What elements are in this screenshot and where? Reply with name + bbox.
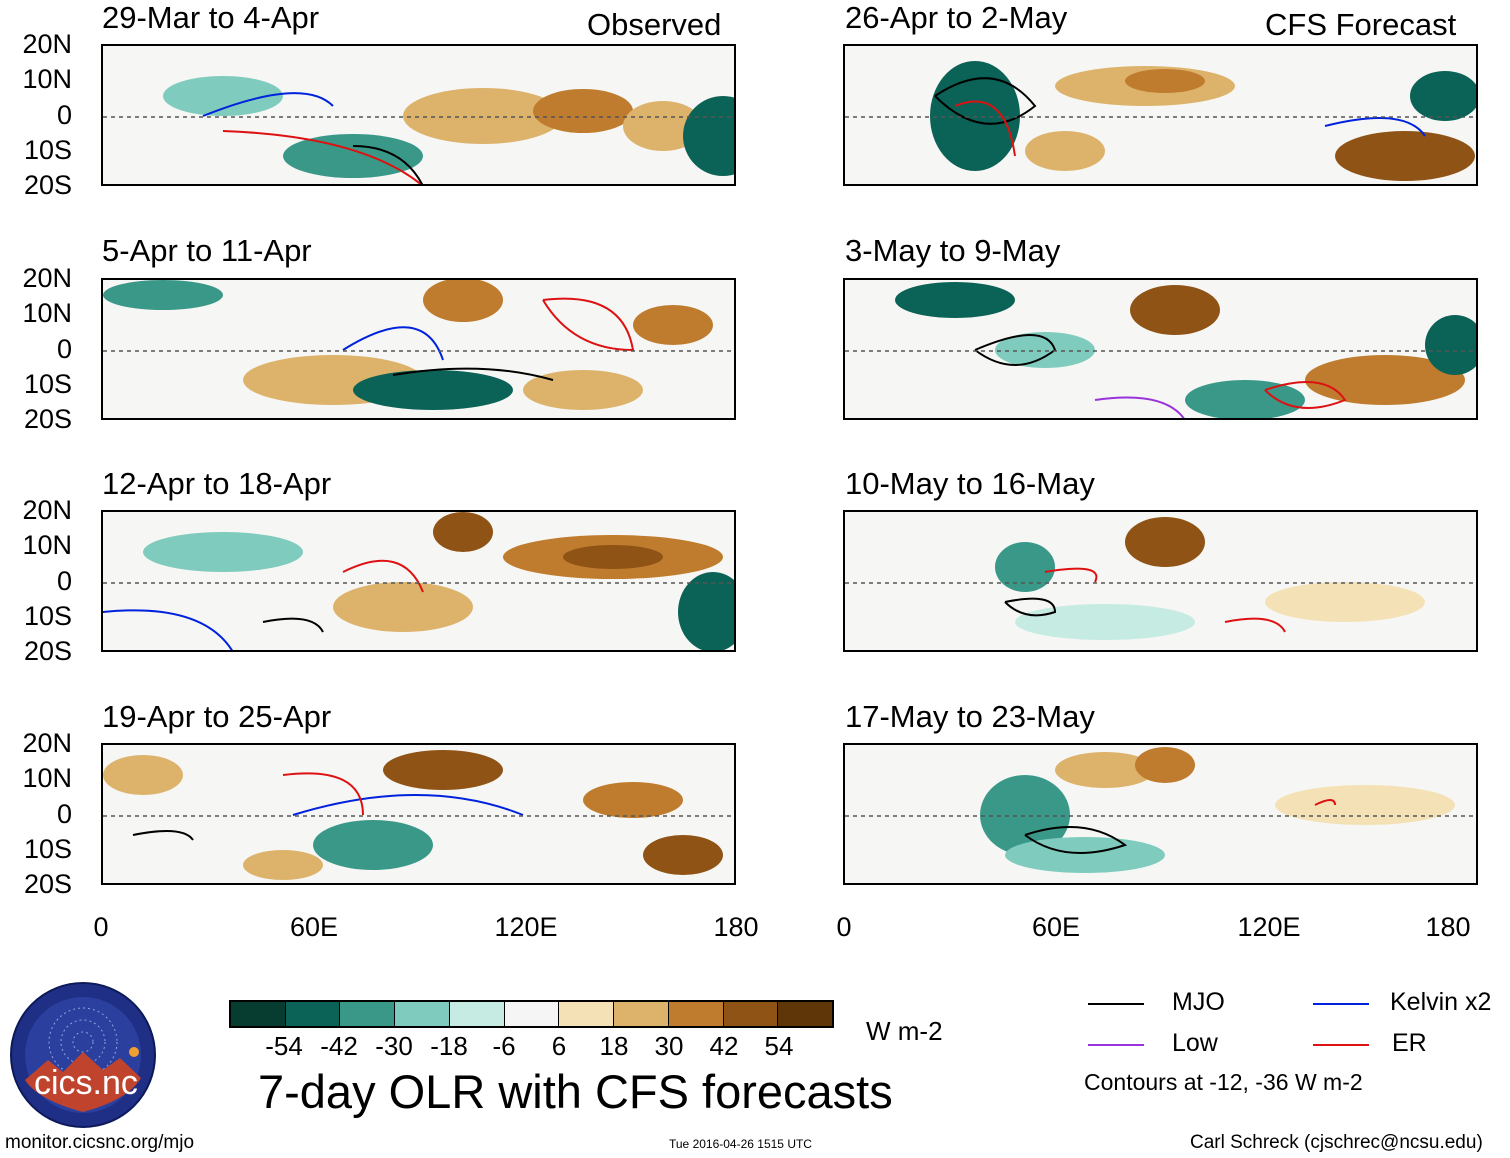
colorbar-swatch-3 bbox=[340, 1002, 396, 1026]
forecast-panel-3-title: 10-May to 16-May bbox=[845, 466, 1095, 501]
lon-label-120e-right: 120E bbox=[1237, 912, 1301, 942]
lon-label-120e-left: 120E bbox=[494, 912, 558, 942]
lat-label-10n: 10N bbox=[22, 298, 72, 328]
main-title: 7-day OLR with CFS forecasts bbox=[258, 1065, 893, 1118]
forecast-panel-2-title: 3-May to 9-May bbox=[845, 233, 1061, 268]
legend-er-label: ER bbox=[1392, 1029, 1427, 1057]
colorbar-units: W m-2 bbox=[866, 1016, 943, 1046]
lon-label-60e-left: 60E bbox=[289, 912, 339, 942]
colorbar-swatch-7 bbox=[559, 1002, 615, 1026]
lat-label-10n: 10N bbox=[22, 530, 72, 560]
legend-kelvin-line bbox=[1313, 1003, 1369, 1005]
forecast-map-4 bbox=[843, 743, 1478, 885]
observed-panel-2-title: 5-Apr to 11-Apr bbox=[102, 233, 312, 268]
lat-label-0: 0 bbox=[56, 100, 72, 130]
colorbar-label-3: -30 bbox=[375, 1031, 413, 1061]
colorbar-label-5: -6 bbox=[492, 1031, 516, 1061]
forecast-map-3-field bbox=[845, 517, 1476, 640]
colorbar-label-1: -54 bbox=[265, 1031, 303, 1061]
colorbar-swatch-9 bbox=[668, 1002, 724, 1026]
legend-kelvin-label: Kelvin x2 bbox=[1390, 988, 1492, 1016]
colorbar-swatch-6 bbox=[504, 1002, 560, 1026]
colorbar-swatch-1 bbox=[231, 1002, 286, 1026]
colorbar-label-8: 30 bbox=[654, 1031, 684, 1061]
observed-map-2 bbox=[101, 278, 736, 420]
colorbar-label-9: 42 bbox=[709, 1031, 739, 1061]
footer-author: Carl Schreck (cjschrec@ncsu.edu) bbox=[1190, 1132, 1483, 1153]
lat-label-0: 0 bbox=[56, 566, 72, 596]
legend-low-line bbox=[1088, 1044, 1144, 1046]
lon-label-60e-right: 60E bbox=[1031, 912, 1081, 942]
colorbar bbox=[229, 1000, 834, 1028]
forecast-panel-4-title: 17-May to 23-May bbox=[845, 699, 1095, 734]
observed-map-3-field bbox=[103, 512, 734, 650]
lat-label-20n: 20N bbox=[22, 495, 72, 525]
lon-label-0-right: 0 bbox=[836, 912, 852, 942]
observed-map-4 bbox=[101, 743, 736, 885]
observed-panel-1-title: 29-Mar to 4-Apr bbox=[102, 0, 320, 35]
lat-label-20n: 20N bbox=[22, 29, 72, 59]
footer-url: monitor.cicsnc.org/mjo bbox=[5, 1132, 195, 1153]
forecast-header: CFS Forecast bbox=[1265, 7, 1457, 42]
observed-map-2-field bbox=[103, 280, 734, 410]
lat-label-10s: 10S bbox=[23, 601, 72, 631]
lat-label-10n: 10N bbox=[22, 763, 72, 793]
forecast-map-2 bbox=[843, 278, 1478, 420]
observed-map-1 bbox=[101, 44, 736, 186]
forecast-map-4-field bbox=[845, 747, 1476, 873]
lat-label-0: 0 bbox=[56, 334, 72, 364]
lat-label-20s: 20S bbox=[23, 170, 72, 200]
colorbar-swatch-4 bbox=[395, 1002, 450, 1026]
observed-map-4-field bbox=[103, 750, 734, 880]
lon-label-180-left: 180 bbox=[713, 912, 759, 942]
legend-low-label: Low bbox=[1172, 1029, 1218, 1057]
colorbar-label-6: 6 bbox=[551, 1031, 567, 1061]
lat-label-0: 0 bbox=[56, 799, 72, 829]
lat-label-10s: 10S bbox=[23, 369, 72, 399]
forecast-map-3 bbox=[843, 510, 1478, 652]
observed-panel-3-title: 12-Apr to 18-Apr bbox=[102, 466, 332, 501]
lat-label-10n: 10N bbox=[22, 64, 72, 94]
colorbar-label-7: 18 bbox=[599, 1031, 629, 1061]
legend-mjo-label: MJO bbox=[1172, 988, 1225, 1016]
forecast-map-1-field bbox=[845, 61, 1476, 181]
colorbar-swatch-10 bbox=[723, 1002, 779, 1026]
cics-logo bbox=[8, 980, 158, 1130]
forecast-panel-1-title: 26-Apr to 2-May bbox=[845, 0, 1068, 35]
colorbar-swatch-5 bbox=[449, 1002, 505, 1026]
colorbar-swatch-8 bbox=[614, 1002, 669, 1026]
legend-er-line bbox=[1313, 1044, 1369, 1046]
lat-label-20n: 20N bbox=[22, 263, 72, 293]
forecast-map-1 bbox=[843, 44, 1478, 186]
lat-label-20n: 20N bbox=[22, 728, 72, 758]
colorbar-swatch-2 bbox=[285, 1002, 341, 1026]
colorbar-label-10: 54 bbox=[764, 1031, 794, 1061]
observed-header: Observed bbox=[587, 7, 722, 42]
lon-label-0-left: 0 bbox=[93, 912, 109, 942]
lat-label-10s: 10S bbox=[23, 834, 72, 864]
colorbar-swatch-11 bbox=[778, 1002, 833, 1026]
logo-text: cics.nc bbox=[34, 1064, 138, 1102]
lat-label-20s: 20S bbox=[23, 404, 72, 434]
legend-note: Contours at -12, -36 W m-2 bbox=[1084, 1069, 1363, 1095]
forecast-map-2-field bbox=[845, 282, 1476, 418]
lat-label-20s: 20S bbox=[23, 869, 72, 899]
lon-label-180-right: 180 bbox=[1425, 912, 1471, 942]
observed-panel-4-title: 19-Apr to 25-Apr bbox=[102, 699, 332, 734]
observed-map-3 bbox=[101, 510, 736, 652]
legend-mjo-line bbox=[1088, 1003, 1144, 1005]
colorbar-label-4: -18 bbox=[430, 1031, 468, 1061]
lat-label-10s: 10S bbox=[23, 135, 72, 165]
colorbar-label-2: -42 bbox=[320, 1031, 358, 1061]
lat-label-20s: 20S bbox=[23, 636, 72, 666]
footer-timestamp: Tue 2016-04-26 1515 UTC bbox=[669, 1137, 812, 1151]
observed-map-1-field bbox=[103, 76, 734, 184]
